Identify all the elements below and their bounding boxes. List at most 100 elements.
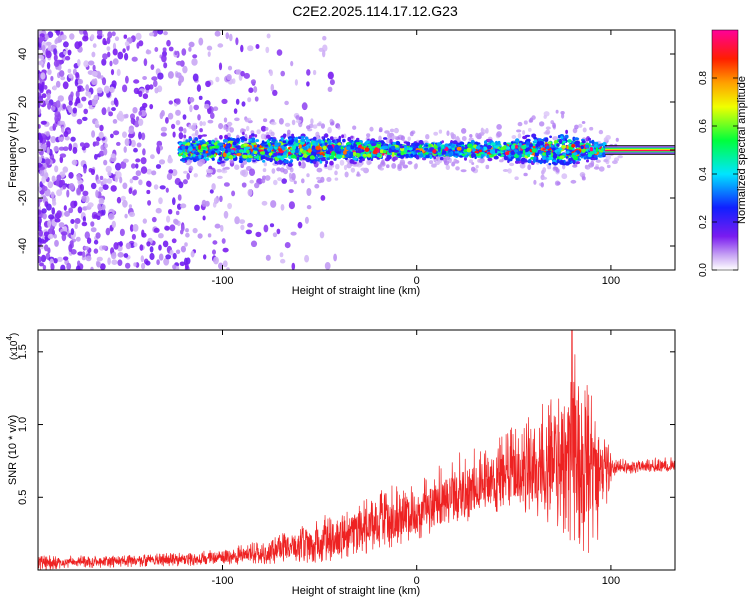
spectrogram-noise-cell	[155, 164, 162, 169]
spectrogram-band-cell	[255, 139, 260, 143]
spectrogram-noise-cell	[231, 190, 236, 197]
spectrogram-halo-cell	[603, 137, 608, 143]
spectrogram-noise-cell	[227, 202, 233, 210]
snr-y-axis: 0.5 1.0 1.5	[17, 344, 675, 505]
spectrogram-band-cell	[244, 138, 248, 142]
spectrogram-x-label: Height of straight line (km)	[292, 285, 420, 297]
spectrogram-noise-cell	[233, 108, 238, 114]
spectrogram-noise-cell	[189, 104, 193, 113]
spectrogram-noise-cell	[50, 191, 55, 199]
spectrogram-noise-cell	[82, 35, 89, 42]
spectrogram-noise-cell	[198, 95, 203, 100]
spectrogram-band-cell	[486, 145, 492, 150]
spectrogram-noise-cell	[141, 262, 146, 270]
spectrogram-noise-cell	[50, 44, 57, 49]
spectrogram-noise-cell	[161, 54, 167, 63]
spectrogram-halo-cell	[519, 163, 526, 169]
spectrogram-noise-cell	[186, 172, 190, 180]
spectrogram-noise-cell	[165, 187, 169, 193]
spectrogram-band-cell	[392, 141, 397, 145]
spectrogram-band-cell	[342, 138, 346, 143]
spectrogram-noise-cell	[159, 185, 166, 190]
spectrogram-noise-cell	[169, 224, 176, 232]
spectrogram-band-cell	[213, 145, 220, 149]
spectrogram-band-cell	[366, 153, 372, 158]
spectrogram-band-cell	[220, 146, 224, 152]
spectrogram-band-cell	[300, 138, 306, 142]
spectrogram-noise-cell	[38, 60, 44, 66]
spectrogram-noise-cell	[151, 170, 157, 176]
spectrogram-band-cell	[586, 159, 589, 163]
spectrogram-noise-cell	[196, 84, 201, 92]
spectrogram-halo-cell	[533, 179, 537, 185]
spectrogram-band-cell	[548, 141, 552, 145]
spectrogram-noise-cell	[324, 262, 331, 270]
spectrogram-band-cell	[281, 147, 286, 151]
spectrogram-noise-cell	[240, 70, 245, 77]
spectrogram-band-cell	[277, 155, 282, 159]
spectrogram-noise-cell	[125, 262, 131, 269]
spectrogram-noise-cell	[78, 30, 84, 35]
spectrogram-noise-cell	[87, 202, 94, 208]
spectrogram-band-cell	[183, 134, 187, 139]
spectrogram-halo-cell	[617, 155, 623, 159]
spectrogram-noise-cell	[40, 254, 47, 263]
spectrogram-band-cell	[324, 133, 329, 138]
spectrogram-band-cell	[581, 148, 586, 153]
spectrogram-noise-cell	[90, 34, 95, 41]
spectrogram-halo-cell	[202, 121, 206, 126]
spectrogram-halo-cell	[485, 164, 490, 170]
spectrogram-band-cell	[561, 153, 567, 156]
spectrogram-noise-cell	[178, 132, 184, 140]
spectrogram-band-cell	[514, 138, 520, 143]
spectrogram-band-cell	[321, 136, 325, 140]
spectrogram-band-cell	[584, 144, 590, 148]
spectrogram-band-cell	[352, 151, 357, 156]
spectrogram-band-cell	[388, 148, 392, 154]
spectrogram-noise-cell	[130, 117, 135, 125]
spectrogram-noise-cell	[90, 227, 97, 233]
spectrogram-noise-cell	[90, 221, 95, 227]
spectrogram-noise-cell	[75, 72, 80, 78]
spectrogram-noise-cell	[145, 49, 152, 55]
spectrogram-noise-cell	[103, 40, 108, 46]
spectrogram-noise-cell	[297, 221, 303, 229]
spectrogram-noise-cell	[96, 256, 103, 262]
spectrogram-band-cell	[356, 137, 360, 141]
spectrogram-halo-cell	[291, 119, 296, 126]
spectrogram-noise-cell	[77, 78, 84, 85]
spectrogram-noise-cell	[247, 222, 253, 228]
spectrogram-band-cell	[257, 144, 260, 148]
snr-x-axis: -100 0 100	[211, 330, 620, 587]
spectrogram-noise-cell	[66, 189, 70, 198]
spectrogram-noise-cell	[59, 156, 64, 164]
spectrogram-band-cell	[192, 140, 196, 144]
spectrogram-band-cell	[383, 149, 387, 154]
spectrogram-halo-cell	[260, 133, 266, 140]
spectrogram-noise-cell	[221, 98, 228, 104]
spectrogram-band-cell	[185, 145, 189, 150]
spectrogram-noise-cell	[74, 223, 78, 230]
spectrogram-noise-cell	[269, 69, 273, 77]
spectrogram-band-cell	[342, 154, 345, 159]
spectrogram-band-cell	[211, 157, 215, 161]
spectrogram-noise-cell	[116, 68, 121, 77]
spectrogram-noise-cell	[162, 240, 169, 248]
spectrogram-noise-cell	[74, 218, 81, 224]
spectrogram-band-cell	[419, 144, 422, 149]
spectrogram-band-cell	[307, 148, 312, 154]
colorbar-ticks: 0.0 0.2 0.4 0.6 0.8	[698, 71, 738, 277]
spectrogram-noise-cell	[38, 209, 42, 215]
spectrogram-band-cell	[205, 141, 209, 145]
spectrogram-noise-cell	[235, 98, 240, 105]
spectrogram-band-cell	[269, 145, 273, 151]
spectrogram-band-cell	[452, 140, 458, 145]
spectrogram-band-cell	[312, 142, 316, 146]
spectrogram-halo-cell	[413, 163, 418, 170]
spectrogram-band-cell	[288, 151, 292, 155]
spectrogram-noise-cell	[178, 126, 184, 132]
spectrogram-noise-cell	[172, 197, 176, 206]
spectrogram-noise-cell	[128, 127, 135, 135]
spectrogram-noise-cell	[38, 255, 42, 264]
spectrogram-noise-cell	[157, 72, 164, 80]
